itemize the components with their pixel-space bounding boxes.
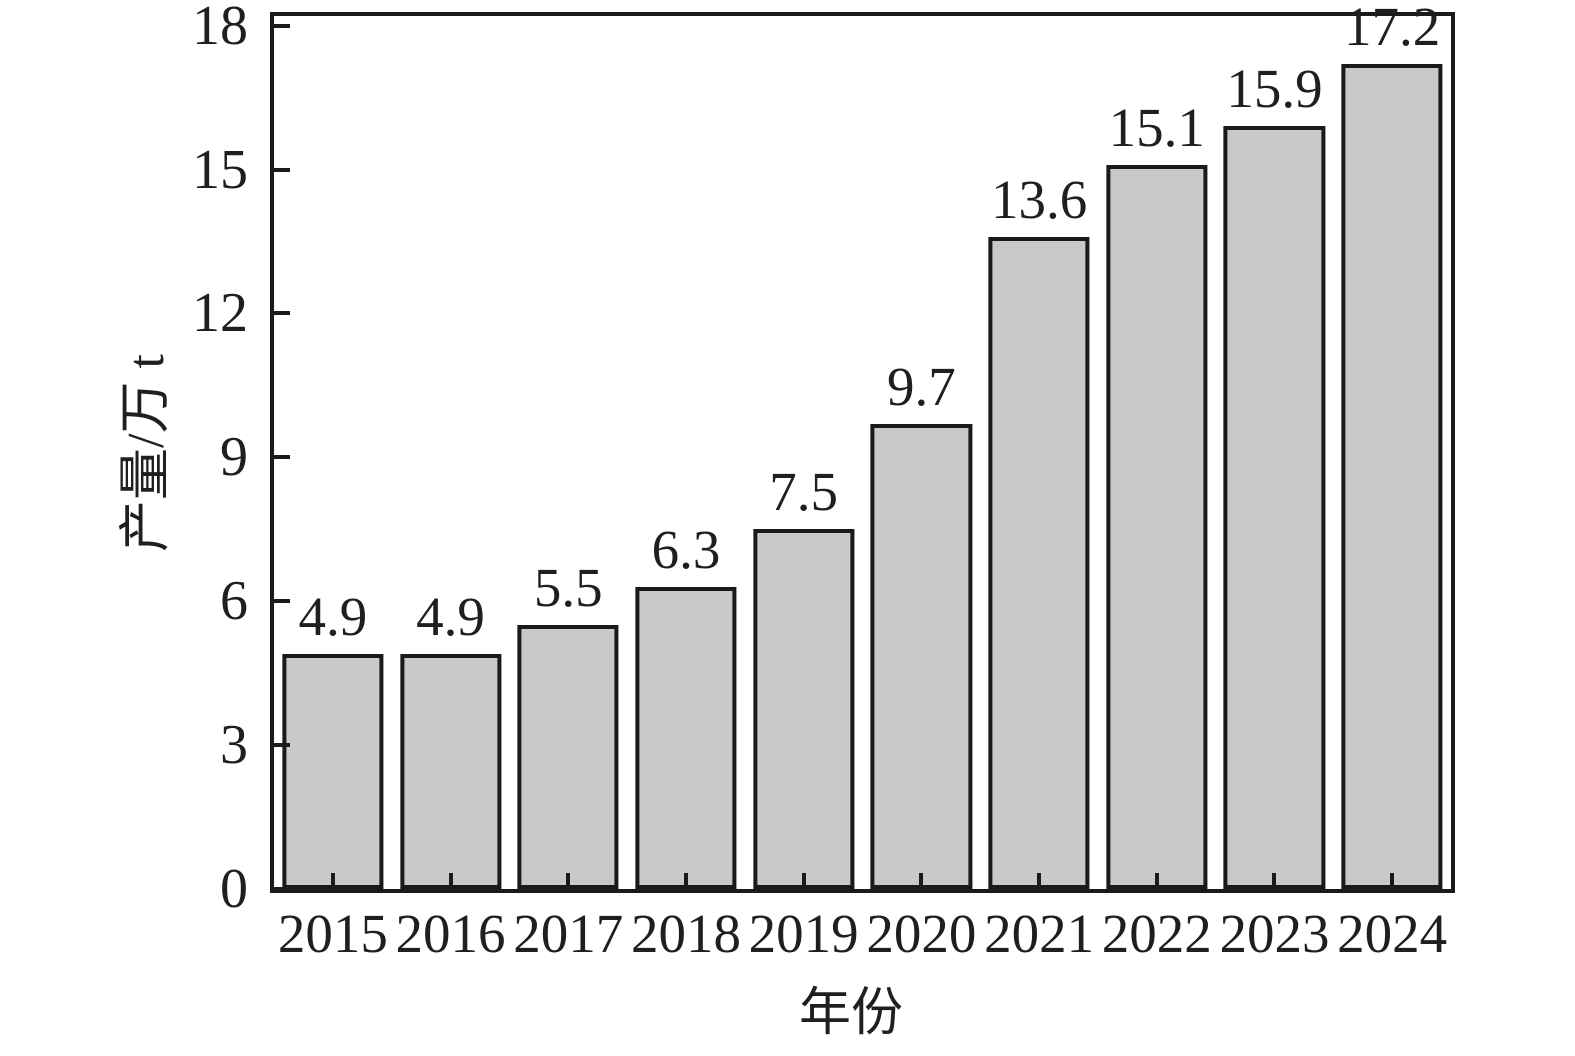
bar-value-label: 17.2 [1344, 0, 1441, 57]
bars-container: 4.9 4.9 5.5 6.3 7.5 9.7 13.6 15.1 15.9 17.2 [274, 0, 1451, 889]
bar [988, 236, 1090, 889]
bar-value-label: 4.9 [298, 585, 368, 647]
x-axis-tick [801, 873, 806, 889]
bar-value-label: 13.6 [990, 168, 1088, 230]
x-axis-tick [448, 873, 453, 889]
x-axis-tick-label: 2017 [513, 903, 624, 964]
bar-slot: 9.7 [863, 16, 981, 889]
bar-value-label: 7.5 [769, 461, 839, 523]
y-axis-tick-label: 0 [220, 858, 248, 920]
x-axis-tick-label: 2016 [395, 903, 506, 964]
x-axis-tick [919, 873, 924, 889]
bar-value-label: 15.1 [1108, 96, 1205, 158]
bar-value-label: 6.3 [651, 518, 721, 580]
bar-value-label: 5.5 [533, 557, 603, 619]
bar-slot: 4.9 [274, 16, 392, 889]
y-axis-tick-label: 15 [192, 138, 248, 201]
x-axis-tick-label: 2023 [1219, 903, 1330, 964]
bar [635, 586, 737, 889]
bar [282, 653, 384, 889]
x-axis-tick-label: 2019 [748, 903, 859, 964]
plot-area: 4.9 4.9 5.5 6.3 7.5 9.7 13.6 15.1 15.9 17.2 [270, 0, 1455, 893]
bar-slot: 6.3 [627, 16, 745, 889]
y-axis-tick [274, 23, 290, 28]
x-axis-tick-label: 2024 [1337, 903, 1448, 964]
bar [1106, 164, 1208, 889]
y-axis-tick-label: 3 [220, 714, 248, 777]
x-axis-tick [330, 873, 335, 889]
bar-slot: 15.1 [1098, 16, 1216, 889]
y-axis-tick [274, 887, 290, 891]
bar-slot: 15.9 [1216, 16, 1334, 889]
y-axis-tick [274, 455, 290, 460]
x-axis-tick [683, 873, 688, 889]
y-axis-tick [274, 167, 290, 172]
x-axis-tick [1272, 873, 1277, 889]
bar-slot: 4.9 [392, 16, 510, 889]
x-axis-tick [1037, 873, 1042, 889]
bar-value-label: 4.9 [416, 585, 485, 647]
bar-slot: 7.5 [745, 16, 863, 889]
x-axis-tick-label: 2021 [984, 903, 1095, 964]
y-axis-tick-label: 18 [192, 0, 248, 57]
x-axis-tick [566, 873, 571, 889]
bar [1341, 63, 1443, 889]
bar [517, 625, 619, 889]
y-axis-tick-labels: 0 3 6 9 12 15 18 [0, 0, 248, 917]
x-axis-tick [1390, 873, 1395, 889]
x-axis-tick-label: 2022 [1101, 903, 1212, 964]
x-axis-tick-label: 2020 [866, 903, 977, 964]
bar [870, 423, 972, 889]
x-axis-tick [1154, 873, 1159, 889]
y-axis-tick-label: 6 [220, 570, 248, 633]
x-axis-tick-label: 2015 [277, 903, 388, 964]
y-axis-tick [274, 743, 290, 748]
bar-value-label: 15.9 [1226, 58, 1323, 120]
bar-value-label: 9.7 [886, 355, 956, 417]
x-axis-tick-labels: 2015 2016 2017 2018 2019 2020 2021 2022 2023 2024 [274, 902, 1451, 965]
x-axis-title: 年份 [798, 985, 904, 1042]
bar [753, 529, 855, 889]
bar [1223, 126, 1326, 889]
y-axis-tick-label: 9 [220, 426, 248, 489]
bar-slot: 13.6 [980, 16, 1098, 889]
bar-slot: 5.5 [509, 16, 627, 889]
y-axis-tick [274, 599, 290, 604]
x-axis-tick-label: 2018 [630, 903, 741, 964]
bar [399, 653, 502, 889]
bar-slot: 17.2 [1333, 0, 1451, 889]
y-axis-tick [274, 311, 290, 316]
y-axis-tick-label: 12 [192, 282, 248, 345]
